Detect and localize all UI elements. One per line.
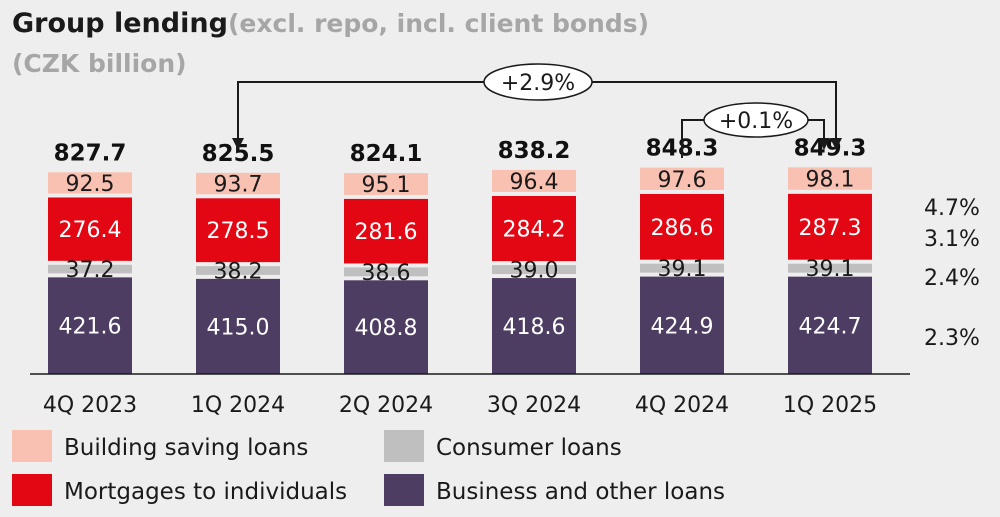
data-label: 278.5 xyxy=(207,219,270,244)
x-tick-label: 1Q 2025 xyxy=(783,393,877,418)
bar-mortgages-to-individuals-1q-2025 xyxy=(788,193,872,260)
growth-label-building-saving-loans: 4.7% xyxy=(924,196,980,221)
bars-group: 421.6 37.2 276.4 92.5 827.7 4Q 2023 415.0 38.2 2… xyxy=(30,135,910,418)
x-tick-label: 2Q 2024 xyxy=(339,393,433,418)
annotation-label: +2.9% xyxy=(501,71,575,96)
bar-building-saving-loans-2q-2024 xyxy=(344,173,428,195)
bar-consumer-loans-4q-2024 xyxy=(640,263,724,273)
data-label: 98.1 xyxy=(806,168,855,193)
total-label: 827.7 xyxy=(54,140,127,166)
data-label: 281.6 xyxy=(355,220,418,245)
legend-label-business-and-other-loans: Business and other loans xyxy=(436,479,725,505)
data-label: 38.6 xyxy=(362,261,411,286)
data-label: 38.2 xyxy=(214,260,263,285)
data-label: 39.1 xyxy=(806,257,855,282)
data-label: 39.1 xyxy=(658,257,707,282)
data-label: 287.3 xyxy=(799,216,862,241)
data-label: 421.6 xyxy=(59,315,122,340)
bar-mortgages-to-individuals-1q-2024 xyxy=(196,198,280,263)
legend-label-mortgages-to-individuals: Mortgages to individuals xyxy=(64,479,347,505)
bar-building-saving-loans-1q-2025 xyxy=(788,167,872,190)
bar-business-and-other-loans-1q-2025 xyxy=(788,276,872,374)
data-label: 37.2 xyxy=(66,258,115,283)
arrow-head xyxy=(830,138,842,150)
legend-label-consumer-loans: Consumer loans xyxy=(436,435,622,461)
data-label: 286.6 xyxy=(651,216,714,241)
annotation-label: +0.1% xyxy=(719,109,793,134)
bar-building-saving-loans-4q-2024 xyxy=(640,167,724,190)
total-label: 849.3 xyxy=(794,135,867,161)
bar-building-saving-loans-1q-2024 xyxy=(196,172,280,195)
data-label: 93.7 xyxy=(214,173,263,198)
bar-business-and-other-loans-4q-2024 xyxy=(640,276,724,374)
bar-mortgages-to-individuals-4q-2024 xyxy=(640,193,724,260)
arrow-head xyxy=(232,138,244,150)
data-label: 96.4 xyxy=(510,170,559,195)
bar-consumer-loans-4q-2023 xyxy=(48,264,132,274)
x-tick-label: 4Q 2023 xyxy=(43,393,137,418)
legend-label-building-saving-loans: Building saving loans xyxy=(64,435,308,461)
bar-business-and-other-loans-2q-2024 xyxy=(344,280,428,374)
data-label: 95.1 xyxy=(362,173,411,198)
data-label: 418.6 xyxy=(503,315,566,340)
x-tick-label: 4Q 2024 xyxy=(635,393,729,418)
arrow-head xyxy=(818,138,830,150)
chart-title: Group lending xyxy=(12,8,228,39)
growth-label-consumer-loans: 2.4% xyxy=(924,266,980,291)
bar-mortgages-to-individuals-3q-2024 xyxy=(492,195,576,262)
bar-building-saving-loans-3q-2024 xyxy=(492,169,576,192)
legend-swatch-mortgages-to-individuals xyxy=(12,474,52,506)
x-tick-label: 3Q 2024 xyxy=(487,393,581,418)
data-label: 97.6 xyxy=(658,168,707,193)
bar-building-saving-loans-4q-2023 xyxy=(48,172,132,194)
x-tick-label: 1Q 2024 xyxy=(191,393,285,418)
data-label: 408.8 xyxy=(355,316,418,341)
total-label: 824.1 xyxy=(350,141,423,167)
data-label: 276.4 xyxy=(59,218,122,243)
legend-swatch-consumer-loans xyxy=(384,430,424,462)
legend: Building saving loans Consumer loans Mortg… xyxy=(12,430,725,506)
chart-subtitle: (excl. repo, incl. client bonds) xyxy=(228,9,649,38)
bar-business-and-other-loans-3q-2024 xyxy=(492,278,576,374)
data-label: 424.9 xyxy=(651,314,714,339)
bar-consumer-loans-1q-2025 xyxy=(788,263,872,273)
annotation-bubble xyxy=(483,63,593,101)
bar-business-and-other-loans-4q-2023 xyxy=(48,277,132,374)
bar-consumer-loans-1q-2024 xyxy=(196,266,280,275)
bar-mortgages-to-individuals-4q-2023 xyxy=(48,197,132,261)
legend-swatch-business-and-other-loans xyxy=(384,474,424,506)
data-label: 39.0 xyxy=(510,259,559,284)
bar-consumer-loans-3q-2024 xyxy=(492,265,576,275)
annotations-group: +2.9% +0.1% xyxy=(232,63,842,158)
data-label: 415.0 xyxy=(207,315,270,340)
growth-label-mortgages-to-individuals: 3.1% xyxy=(924,227,980,252)
annotation-bubble xyxy=(703,102,809,138)
chart-unit: (CZK billion) xyxy=(12,49,187,78)
data-label: 424.7 xyxy=(799,314,862,339)
legend-swatch-building-saving-loans xyxy=(12,430,52,462)
bar-consumer-loans-2q-2024 xyxy=(344,267,428,277)
bar-business-and-other-loans-1q-2024 xyxy=(196,278,280,374)
data-label: 92.5 xyxy=(66,172,115,197)
growth-label-business-and-other-loans: 2.3% xyxy=(924,326,980,351)
total-label: 838.2 xyxy=(498,138,571,164)
bar-mortgages-to-individuals-2q-2024 xyxy=(344,198,428,264)
growth-labels-group: 2.3% 2.4% 3.1% 4.7% xyxy=(924,196,980,351)
data-label: 284.2 xyxy=(503,218,566,243)
